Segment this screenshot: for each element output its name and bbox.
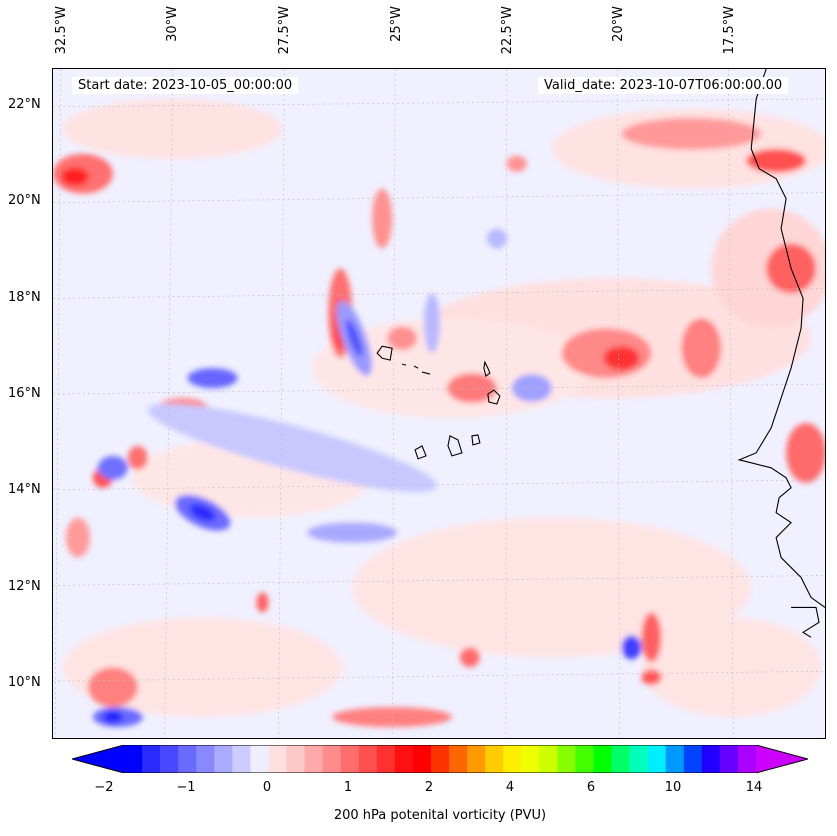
lat-label-10n: 10°N	[8, 675, 41, 690]
lon-label-30w: 30°W	[165, 6, 180, 42]
colorbar-segment	[629, 745, 649, 773]
cb-tick-label: 6	[586, 780, 596, 795]
colorbar-extend-max	[756, 745, 808, 773]
colorbar-segment	[521, 745, 540, 773]
colorbar-segment	[142, 745, 161, 773]
colorbar-segment	[304, 745, 324, 773]
colorbar	[72, 745, 808, 773]
cb-tick-label: 14	[745, 780, 763, 795]
colorbar-segment	[503, 745, 522, 773]
lon-label-22-5w: 22.5°W	[500, 6, 515, 55]
cb-tick-label: 10	[664, 780, 682, 795]
colorbar-segment	[358, 745, 378, 773]
lon-label-20w: 20°W	[611, 6, 626, 42]
colorbar-segment	[232, 745, 251, 773]
cb-tick-label: 1	[343, 780, 353, 795]
lat-label-18n: 18°N	[8, 290, 41, 305]
colorbar-segment	[214, 745, 233, 773]
colorbar-segment	[593, 745, 613, 773]
pv-blobs	[53, 98, 825, 728]
colorbar-segment	[340, 745, 360, 773]
colorbar-label: 200 hPa potenital vorticity (PVU)	[333, 808, 547, 823]
colorbar-segment	[196, 745, 215, 773]
colorbar-segment	[683, 745, 703, 773]
cb-tick-label: 4	[505, 780, 515, 795]
colorbar-segment	[376, 745, 396, 773]
colorbar-segment	[557, 745, 576, 773]
colorbar-segment	[467, 745, 486, 773]
valid-date-label: Valid_date: 2023-10-07T06:00:00.00	[538, 77, 789, 94]
colorbar-segment	[665, 745, 685, 773]
colorbar-segment	[701, 745, 721, 773]
colorbar-segment	[485, 745, 504, 773]
colorbar-segment	[719, 745, 739, 773]
lat-label-12n: 12°N	[8, 579, 41, 594]
colorbar-segment	[160, 745, 179, 773]
cb-tick-label: −1	[176, 780, 196, 795]
lon-label-27-5w: 27.5°W	[277, 6, 292, 55]
colorbar-segment	[394, 745, 414, 773]
lon-label-17-5w: 17.5°W	[722, 6, 737, 55]
colorbar-segment	[611, 745, 631, 773]
colorbar-segment	[737, 745, 757, 773]
colorbar-segment	[449, 745, 468, 773]
cb-tick-label: −2	[94, 780, 114, 795]
graticule	[53, 69, 825, 738]
colorbar-segment	[575, 745, 594, 773]
colorbar-segment	[430, 745, 450, 773]
colorbar-segment	[539, 745, 558, 773]
colorbar-segment	[250, 745, 269, 773]
colorbar-segment	[322, 745, 342, 773]
colorbar-segment	[178, 745, 197, 773]
colorbar-segment	[286, 745, 306, 773]
lat-label-14n: 14°N	[8, 482, 41, 497]
lat-label-20n: 20°N	[8, 193, 41, 208]
lat-label-16n: 16°N	[8, 386, 41, 401]
colorbar-segment	[647, 745, 667, 773]
pv-map	[52, 68, 826, 739]
lon-label-25w: 25°W	[389, 6, 404, 42]
coastline	[376, 69, 825, 638]
pv-field	[53, 69, 825, 738]
colorbar-segment	[124, 745, 143, 773]
cb-tick-label: 2	[424, 780, 434, 795]
cb-tick-label: 0	[262, 780, 272, 795]
lat-label-22n: 22°N	[8, 97, 41, 112]
lon-label-32-5w: 32.5°W	[54, 6, 69, 55]
colorbar-extend-min	[72, 745, 124, 773]
colorbar-segment	[268, 745, 288, 773]
colorbar-segment	[412, 745, 432, 773]
start-date-label: Start date: 2023-10-05_00:00:00	[72, 77, 299, 94]
